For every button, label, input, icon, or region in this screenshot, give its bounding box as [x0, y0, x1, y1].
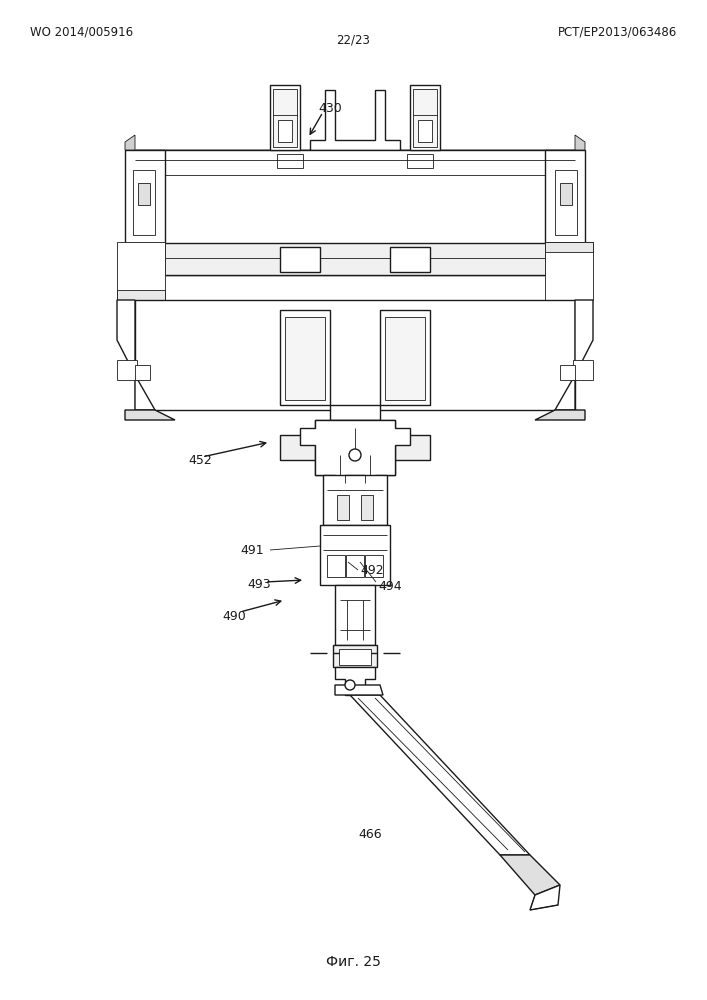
Bar	[337, 495, 349, 520]
Bar	[395, 435, 430, 460]
Bar	[573, 360, 593, 380]
Bar	[545, 242, 593, 300]
Bar	[407, 154, 433, 168]
Text: PCT/EP2013/063486: PCT/EP2013/063486	[558, 25, 677, 38]
Bar	[135, 150, 575, 275]
Bar	[385, 317, 425, 400]
Bar	[278, 120, 292, 142]
Text: 466: 466	[358, 828, 382, 842]
Bar	[280, 310, 330, 405]
Bar	[418, 120, 432, 142]
Bar	[560, 183, 572, 205]
Bar	[277, 154, 303, 168]
Bar	[330, 405, 380, 420]
Bar	[125, 243, 585, 275]
Bar	[117, 290, 165, 300]
Polygon shape	[125, 135, 135, 150]
Polygon shape	[530, 885, 560, 910]
Polygon shape	[117, 300, 155, 410]
Bar	[410, 85, 440, 150]
Bar	[327, 555, 345, 577]
Polygon shape	[335, 685, 383, 695]
Polygon shape	[575, 135, 585, 150]
Bar	[365, 555, 383, 577]
Polygon shape	[350, 695, 530, 855]
Polygon shape	[135, 90, 575, 150]
Bar	[125, 150, 165, 245]
Polygon shape	[335, 667, 375, 695]
Bar	[545, 150, 585, 245]
Bar	[285, 317, 325, 400]
Bar	[117, 360, 137, 380]
Bar	[280, 247, 320, 272]
Text: WO 2014/005916: WO 2014/005916	[30, 25, 133, 38]
Bar	[545, 242, 593, 252]
Bar	[560, 365, 575, 380]
Bar	[380, 310, 430, 405]
Bar	[273, 89, 297, 147]
Polygon shape	[300, 420, 410, 485]
Text: 490: 490	[222, 610, 246, 624]
Bar	[270, 85, 300, 150]
Text: Фиг. 25: Фиг. 25	[325, 955, 380, 969]
Text: 491: 491	[240, 544, 264, 556]
Polygon shape	[535, 410, 585, 420]
Text: 430: 430	[318, 102, 341, 114]
Bar	[413, 89, 437, 147]
Bar	[339, 649, 371, 665]
Bar	[361, 495, 373, 520]
Bar	[555, 170, 577, 235]
Bar	[323, 475, 387, 525]
Bar	[138, 183, 150, 205]
Bar	[315, 420, 395, 475]
Text: 492: 492	[360, 564, 384, 576]
Polygon shape	[125, 410, 175, 420]
Text: 22/23: 22/23	[336, 33, 370, 46]
Text: 494: 494	[378, 580, 402, 593]
Text: 452: 452	[188, 454, 212, 466]
Polygon shape	[500, 855, 560, 895]
Bar	[135, 365, 150, 380]
Bar	[117, 242, 165, 300]
Bar	[333, 645, 377, 667]
Circle shape	[345, 680, 355, 690]
Polygon shape	[555, 300, 593, 410]
Bar	[135, 300, 575, 410]
Bar	[335, 585, 375, 645]
Bar	[133, 170, 155, 235]
Bar	[280, 435, 315, 460]
Text: 493: 493	[247, 578, 271, 591]
Bar	[390, 247, 430, 272]
Bar	[320, 525, 390, 585]
Bar	[346, 555, 364, 577]
Circle shape	[349, 449, 361, 461]
